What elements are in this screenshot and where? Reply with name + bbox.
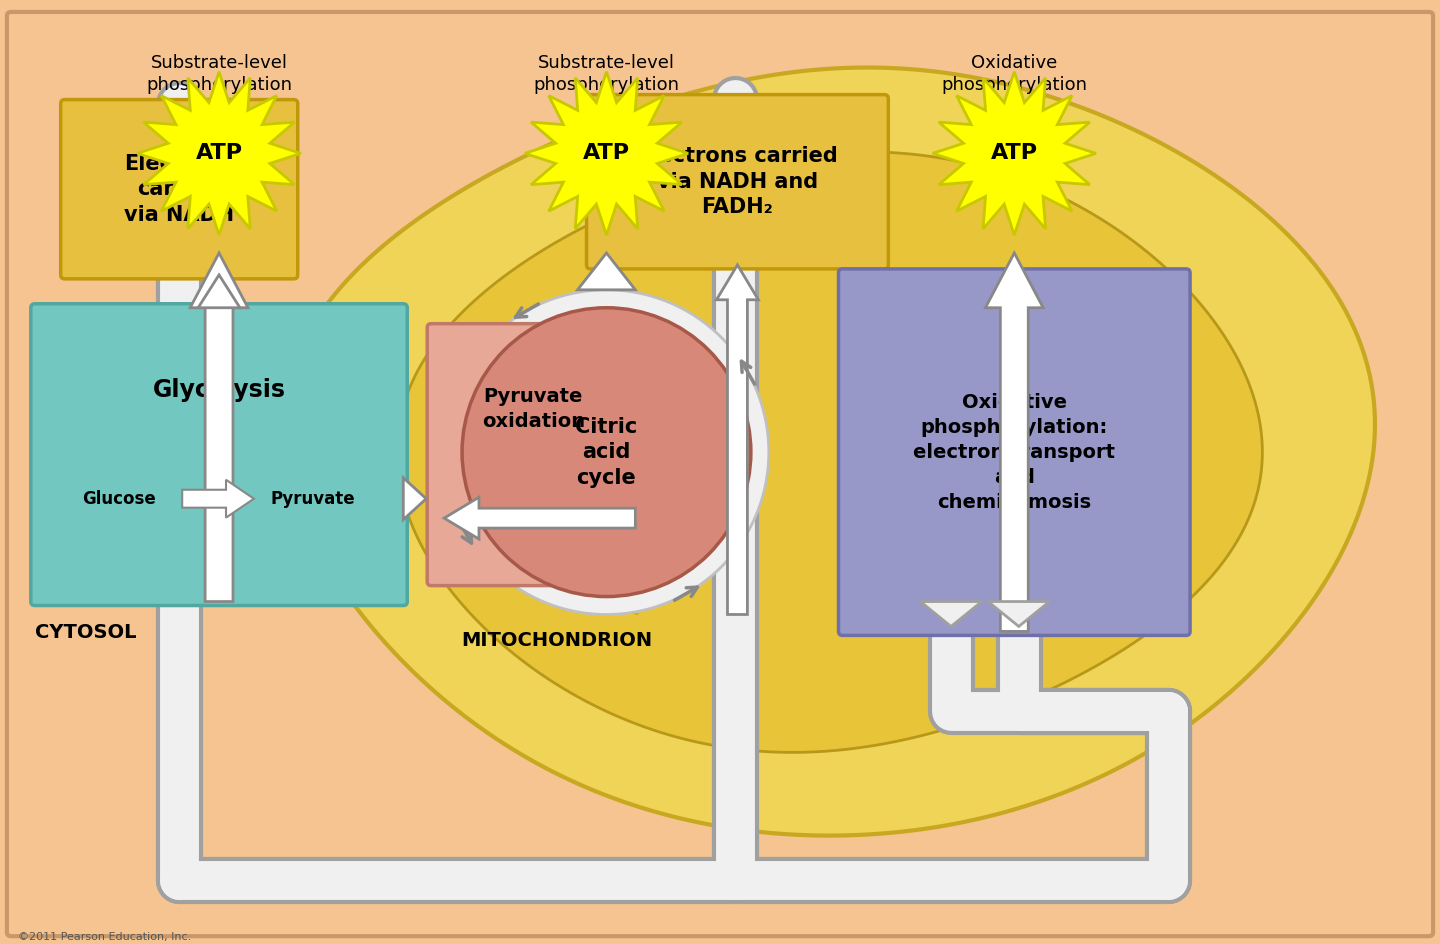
- FancyBboxPatch shape: [428, 324, 639, 585]
- FancyBboxPatch shape: [838, 269, 1189, 635]
- Polygon shape: [985, 253, 1043, 632]
- Polygon shape: [444, 497, 635, 539]
- Polygon shape: [190, 253, 248, 601]
- Polygon shape: [183, 480, 253, 517]
- FancyBboxPatch shape: [60, 100, 298, 278]
- Polygon shape: [933, 72, 1096, 235]
- Polygon shape: [199, 275, 240, 308]
- Text: ATP: ATP: [583, 143, 629, 163]
- Polygon shape: [284, 68, 1375, 835]
- Text: Substrate-level
phosphorylation: Substrate-level phosphorylation: [533, 54, 680, 94]
- Text: ©2011 Pearson Education, Inc.: ©2011 Pearson Education, Inc.: [17, 932, 192, 942]
- Polygon shape: [524, 72, 688, 235]
- Text: CYTOSOL: CYTOSOL: [35, 623, 137, 643]
- Circle shape: [462, 308, 750, 597]
- Circle shape: [444, 290, 769, 615]
- Text: Acetyl CoA: Acetyl CoA: [480, 509, 588, 527]
- Text: ATP: ATP: [991, 143, 1038, 163]
- Text: Glucose: Glucose: [82, 490, 157, 508]
- Text: Electrons
carried
via NADH: Electrons carried via NADH: [124, 154, 235, 225]
- Text: Pyruvate
oxidation: Pyruvate oxidation: [482, 387, 585, 430]
- Text: Electrons carried
via NADH and
FADH₂: Electrons carried via NADH and FADH₂: [636, 146, 838, 217]
- Text: MITOCHONDRION: MITOCHONDRION: [461, 632, 652, 650]
- FancyBboxPatch shape: [586, 94, 888, 269]
- Polygon shape: [988, 601, 1050, 627]
- Text: Citric
acid
cycle: Citric acid cycle: [576, 416, 638, 488]
- Text: Oxidative
phosphorylation:
electron transport
and
chemiosmosis: Oxidative phosphorylation: electron tran…: [913, 393, 1116, 512]
- Text: ATP: ATP: [196, 143, 242, 163]
- Polygon shape: [397, 152, 1263, 752]
- Polygon shape: [577, 253, 635, 290]
- Polygon shape: [403, 478, 426, 519]
- Text: Glycolysis: Glycolysis: [153, 378, 285, 402]
- Polygon shape: [920, 601, 982, 627]
- Polygon shape: [137, 72, 301, 235]
- Text: Oxidative
phosphorylation: Oxidative phosphorylation: [942, 54, 1087, 94]
- FancyBboxPatch shape: [7, 12, 1433, 936]
- FancyBboxPatch shape: [30, 304, 408, 605]
- Text: Substrate-level
phosphorylation: Substrate-level phosphorylation: [145, 54, 292, 94]
- Polygon shape: [717, 265, 759, 615]
- Text: Pyruvate: Pyruvate: [271, 490, 356, 508]
